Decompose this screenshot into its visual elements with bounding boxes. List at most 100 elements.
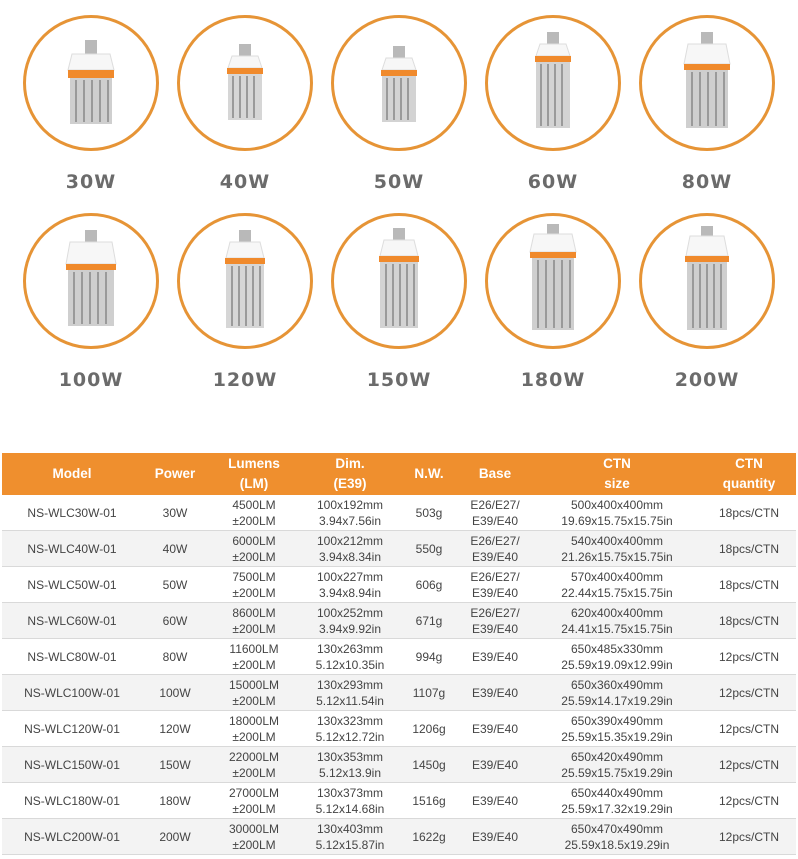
cell-ctn-quantity: 18pcs/CTN: [702, 566, 796, 603]
cell-lumens: 15000LM ±200LM: [208, 674, 300, 711]
cell-base: E39/E40: [458, 746, 532, 783]
cell-power: 60W: [142, 602, 208, 639]
cell-lumens: 8600LM ±200LM: [208, 602, 300, 639]
bulb-card-100w: 100W: [11, 213, 171, 391]
cell-lumens: 7500LM ±200LM: [208, 566, 300, 603]
cell-power: 120W: [142, 710, 208, 747]
corn-bulb-icon: [381, 46, 417, 122]
bulb-card-120w: 120W: [165, 213, 325, 391]
cell-power: 200W: [142, 818, 208, 855]
corn-bulb-icon: [379, 228, 419, 328]
cell-lumens: 11600LM ±200LM: [208, 638, 300, 675]
cell-base: E26/E27/E39/E40: [458, 530, 532, 567]
cell-ctn-quantity: 12pcs/CTN: [702, 746, 796, 783]
cell-net-weight: 1622g: [400, 818, 458, 855]
cell-base: E39/E40: [458, 710, 532, 747]
cell-dimensions: 130x373mm 5.12x14.68in: [300, 782, 400, 819]
table-row: NS-WLC200W-01 200W 30000LM ±200LM 130x403mm 5…: [2, 818, 796, 855]
cell-dimensions: 100x192mm 3.94x7.56in: [300, 495, 400, 531]
cell-power: 80W: [142, 638, 208, 675]
bulb-card-40w: 40W: [165, 15, 325, 193]
cell-ctn-size: 620x400x400mm 24.41x15.75x15.75in: [532, 602, 702, 639]
table-row: NS-WLC50W-01 50W 7500LM ±200LM 100x227mm 3.94…: [2, 566, 796, 603]
bulb-watt-label: 180W: [520, 369, 586, 391]
bulb-image-120w: [177, 213, 313, 349]
cell-ctn-size: 650x420x490mm 25.59x15.75x19.29in: [532, 746, 702, 783]
cell-dimensions: 130x323mm 5.12x12.72in: [300, 710, 400, 747]
cell-power: 40W: [142, 530, 208, 567]
bulb-card-180w: 180W: [473, 213, 633, 391]
cell-net-weight: 503g: [400, 495, 458, 531]
bulb-watt-label: 100W: [58, 369, 124, 391]
bulb-watt-label: 120W: [212, 369, 278, 391]
cell-base: E39/E40: [458, 674, 532, 711]
table-row: NS-WLC80W-01 80W 11600LM ±200LM 130x263mm 5.1…: [2, 638, 796, 675]
header-ctn-quantity: CTN quantity: [702, 453, 796, 495]
cell-lumens: 4500LM ±200LM: [208, 495, 300, 531]
corn-bulb-icon: [227, 44, 263, 120]
cell-ctn-quantity: 12pcs/CTN: [702, 782, 796, 819]
cell-model: NS-WLC30W-01: [2, 495, 142, 531]
bulb-image-40w: [177, 15, 313, 151]
cell-ctn-size: 540x400x400mm 21.26x15.75x15.75in: [532, 530, 702, 567]
cell-base: E39/E40: [458, 638, 532, 675]
cell-model: NS-WLC120W-01: [2, 710, 142, 747]
bulb-image-180w: [485, 213, 621, 349]
cell-power: 150W: [142, 746, 208, 783]
table-row: NS-WLC180W-01 180W 27000LM ±200LM 130x373mm 5…: [2, 782, 796, 819]
cell-lumens: 18000LM ±200LM: [208, 710, 300, 747]
cell-ctn-quantity: 12pcs/CTN: [702, 674, 796, 711]
bulb-card-80w: 80W: [627, 15, 787, 193]
corn-bulb-icon: [683, 32, 731, 128]
bulb-image-150w: [331, 213, 467, 349]
cell-ctn-quantity: 18pcs/CTN: [702, 495, 796, 531]
bulb-image-50w: [331, 15, 467, 151]
cell-dimensions: 130x403mm 5.12x15.87in: [300, 818, 400, 855]
header-nw: N.W.: [400, 453, 458, 495]
table-header-row: Model Power Lumens (LM) Dim. (E39) N.W. Ba…: [2, 453, 796, 495]
bulb-card-150w: 150W: [319, 213, 479, 391]
cell-dimensions: 100x227mm 3.94x8.94in: [300, 566, 400, 603]
table-row: NS-WLC150W-01 150W 22000LM ±200LM 130x353mm 5…: [2, 746, 796, 783]
cell-base: E26/E27/E39/E40: [458, 602, 532, 639]
bulb-image-80w: [639, 15, 775, 151]
cell-dimensions: 130x293mm 5.12x11.54in: [300, 674, 400, 711]
cell-ctn-size: 650x470x490mm 25.59x18.5x19.29in: [532, 818, 702, 855]
cell-base: E39/E40: [458, 782, 532, 819]
corn-bulb-icon: [67, 40, 115, 124]
cell-ctn-size: 650x440x490mm 25.59x17.32x19.29in: [532, 782, 702, 819]
table-row: NS-WLC40W-01 40W 6000LM ±200LM 100x212mm 3.94…: [2, 530, 796, 567]
cell-ctn-size: 650x390x490mm 25.59x15.35x19.29in: [532, 710, 702, 747]
bulb-watt-label: 50W: [373, 171, 425, 193]
cell-power: 30W: [142, 495, 208, 531]
bulb-card-200w: 200W: [627, 213, 787, 391]
cell-model: NS-WLC60W-01: [2, 602, 142, 639]
cell-base: E39/E40: [458, 818, 532, 855]
cell-dimensions: 130x353mm 5.12x13.9in: [300, 746, 400, 783]
bulb-image-30w: [23, 15, 159, 151]
cell-ctn-quantity: 12pcs/CTN: [702, 818, 796, 855]
cell-lumens: 6000LM ±200LM: [208, 530, 300, 567]
cell-net-weight: 1516g: [400, 782, 458, 819]
cell-lumens: 22000LM ±200LM: [208, 746, 300, 783]
cell-lumens: 27000LM ±200LM: [208, 782, 300, 819]
cell-ctn-quantity: 18pcs/CTN: [702, 602, 796, 639]
header-ctn-size: CTN size: [532, 453, 702, 495]
corn-bulb-icon: [535, 32, 571, 128]
corn-bulb-icon: [225, 230, 265, 328]
cell-ctn-size: 500x400x400mm 19.69x15.75x15.75in: [532, 495, 702, 531]
cell-model: NS-WLC180W-01: [2, 782, 142, 819]
cell-model: NS-WLC40W-01: [2, 530, 142, 567]
cell-model: NS-WLC150W-01: [2, 746, 142, 783]
cell-model: NS-WLC80W-01: [2, 638, 142, 675]
cell-net-weight: 1206g: [400, 710, 458, 747]
cell-ctn-quantity: 18pcs/CTN: [702, 530, 796, 567]
cell-dimensions: 100x212mm 3.94x8.34in: [300, 530, 400, 567]
cell-base: E26/E27/E39/E40: [458, 566, 532, 603]
cell-dimensions: 130x263mm 5.12x10.35in: [300, 638, 400, 675]
corn-bulb-icon: [65, 230, 117, 326]
spec-table: Model Power Lumens (LM) Dim. (E39) N.W. Ba…: [2, 453, 796, 855]
table-row: NS-WLC60W-01 60W 8600LM ±200LM 100x252mm 3.94…: [2, 602, 796, 639]
cell-net-weight: 550g: [400, 530, 458, 567]
table-row: NS-WLC100W-01 100W 15000LM ±200LM 130x293mm 5…: [2, 674, 796, 711]
